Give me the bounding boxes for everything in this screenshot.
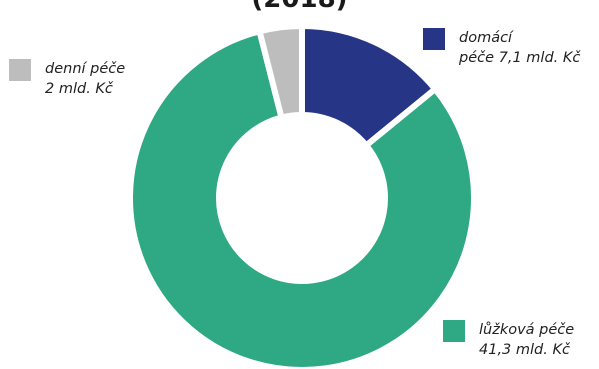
legend-swatch-domaci	[423, 28, 445, 50]
legend-label-domaci-line1: domácí	[459, 30, 513, 46]
legend-label-domaci: domácí péče 7,1 mld. Kč	[459, 28, 580, 68]
legend-item-denni: denní péče 2 mld. Kč	[9, 59, 125, 99]
legend-item-domaci: domácí péče 7,1 mld. Kč	[423, 28, 580, 68]
legend-label-luzkova: lůžková péče 41,3 mld. Kč	[479, 320, 574, 360]
legend-label-luzkova-line1: lůžková péče	[479, 322, 575, 338]
legend-swatch-luzkova	[443, 320, 465, 342]
donut-slices	[127, 22, 477, 369]
slice-denni	[255, 22, 305, 122]
legend-label-denni-line2: 2 mld. Kč	[45, 81, 113, 97]
slice-luzkova	[127, 27, 477, 369]
legend-item-luzkova: lůžková péče 41,3 mld. Kč	[443, 320, 574, 360]
legend-label-domaci-line2: péče 7,1 mld. Kč	[459, 50, 581, 66]
legend-label-denni-line1: denní péče	[45, 61, 126, 77]
legend-label-denni: denní péče 2 mld. Kč	[45, 59, 125, 99]
legend-swatch-denni	[9, 59, 31, 81]
legend-label-luzkova-line2: 41,3 mld. Kč	[479, 342, 570, 358]
